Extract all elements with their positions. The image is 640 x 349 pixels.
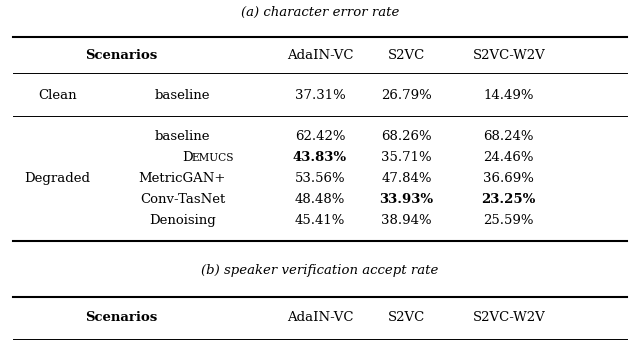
Text: 68.26%: 68.26% [381, 130, 432, 143]
Text: (a) character error rate: (a) character error rate [241, 6, 399, 19]
Text: 38.94%: 38.94% [381, 214, 432, 227]
Text: baseline: baseline [155, 89, 210, 103]
Text: 47.84%: 47.84% [381, 172, 431, 185]
Text: 33.93%: 33.93% [380, 193, 433, 206]
Text: 26.79%: 26.79% [381, 89, 432, 103]
Text: (b) speaker verification accept rate: (b) speaker verification accept rate [202, 264, 438, 277]
Text: MetricGAN+: MetricGAN+ [139, 172, 226, 185]
Text: Conv-TasNet: Conv-TasNet [140, 193, 225, 206]
Text: 25.59%: 25.59% [484, 214, 534, 227]
Text: S2VC-W2V: S2VC-W2V [472, 311, 545, 324]
Text: 45.41%: 45.41% [295, 214, 345, 227]
Text: 62.42%: 62.42% [295, 130, 345, 143]
Text: 53.56%: 53.56% [294, 172, 346, 185]
Text: 23.25%: 23.25% [482, 193, 536, 206]
Text: 48.48%: 48.48% [295, 193, 345, 206]
Text: AdaIN-VC: AdaIN-VC [287, 311, 353, 324]
Text: 37.31%: 37.31% [294, 89, 346, 103]
Text: Denoising: Denoising [149, 214, 216, 227]
Text: Clean: Clean [38, 89, 77, 103]
Text: 43.83%: 43.83% [293, 151, 347, 164]
Text: 35.71%: 35.71% [381, 151, 432, 164]
Text: 14.49%: 14.49% [484, 89, 534, 103]
Text: S2VC: S2VC [388, 49, 425, 62]
Text: D: D [182, 151, 193, 164]
Text: 68.24%: 68.24% [484, 130, 534, 143]
Text: Scenarios: Scenarios [86, 49, 157, 62]
Text: EMUCS: EMUCS [191, 153, 234, 163]
Text: Degraded: Degraded [24, 172, 91, 185]
Text: S2VC: S2VC [388, 311, 425, 324]
Text: S2VC-W2V: S2VC-W2V [472, 49, 545, 62]
Text: 24.46%: 24.46% [484, 151, 534, 164]
Text: 36.69%: 36.69% [483, 172, 534, 185]
Text: Scenarios: Scenarios [86, 311, 157, 324]
Text: AdaIN-VC: AdaIN-VC [287, 49, 353, 62]
Text: baseline: baseline [155, 130, 210, 143]
